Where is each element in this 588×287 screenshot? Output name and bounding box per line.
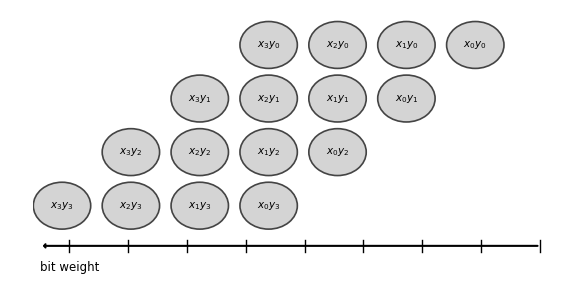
Ellipse shape: [377, 75, 435, 122]
Ellipse shape: [240, 129, 298, 176]
Ellipse shape: [240, 75, 298, 122]
Ellipse shape: [447, 22, 504, 68]
Text: $x_{2}y_{0}$: $x_{2}y_{0}$: [326, 39, 349, 51]
Ellipse shape: [34, 182, 91, 229]
Text: bit weight: bit weight: [40, 261, 99, 274]
Ellipse shape: [309, 22, 366, 68]
Text: $x_{0}y_{2}$: $x_{0}y_{2}$: [326, 146, 349, 158]
Text: $x_{1}y_{1}$: $x_{1}y_{1}$: [326, 92, 349, 104]
Ellipse shape: [102, 129, 159, 176]
Text: $x_{0}y_{3}$: $x_{0}y_{3}$: [257, 200, 280, 212]
Text: $x_{2}y_{2}$: $x_{2}y_{2}$: [188, 146, 212, 158]
Text: $x_{2}y_{3}$: $x_{2}y_{3}$: [119, 200, 143, 212]
Ellipse shape: [377, 22, 435, 68]
Text: $x_{3}y_{0}$: $x_{3}y_{0}$: [257, 39, 280, 51]
Ellipse shape: [171, 182, 229, 229]
Text: $x_{3}y_{3}$: $x_{3}y_{3}$: [50, 200, 74, 212]
Text: $x_{0}y_{1}$: $x_{0}y_{1}$: [395, 92, 418, 104]
Ellipse shape: [171, 129, 229, 176]
Text: $x_{3}y_{1}$: $x_{3}y_{1}$: [188, 92, 212, 104]
Ellipse shape: [309, 75, 366, 122]
Ellipse shape: [240, 22, 298, 68]
Ellipse shape: [171, 75, 229, 122]
Text: $x_{1}y_{3}$: $x_{1}y_{3}$: [188, 200, 212, 212]
Text: $x_{1}y_{0}$: $x_{1}y_{0}$: [395, 39, 418, 51]
Ellipse shape: [240, 182, 298, 229]
Text: $x_{2}y_{1}$: $x_{2}y_{1}$: [257, 92, 280, 104]
Ellipse shape: [309, 129, 366, 176]
Text: $x_{0}y_{0}$: $x_{0}y_{0}$: [463, 39, 487, 51]
Text: $x_{3}y_{2}$: $x_{3}y_{2}$: [119, 146, 142, 158]
Text: $x_{1}y_{2}$: $x_{1}y_{2}$: [257, 146, 280, 158]
Ellipse shape: [102, 182, 159, 229]
